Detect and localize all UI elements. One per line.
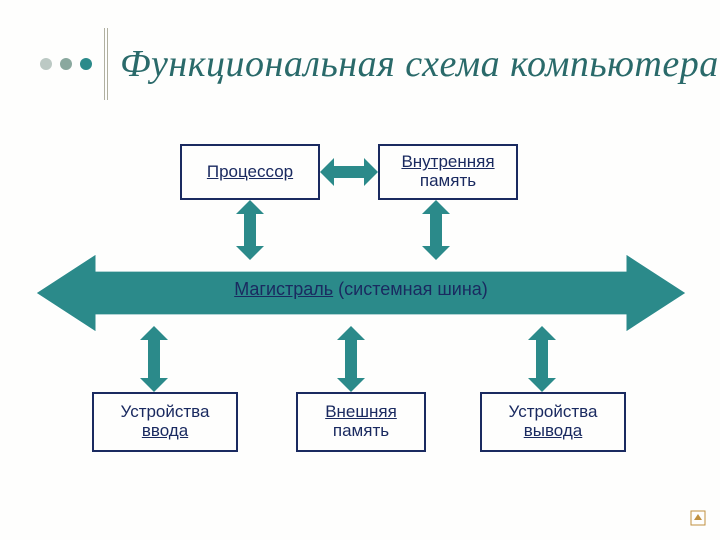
node-label: Устройства — [509, 403, 598, 422]
node-label: Внешняя — [325, 403, 397, 422]
node-label: Внутренняя — [401, 153, 494, 172]
bus-label: Магистраль (системная шина) — [36, 279, 686, 300]
node-processor: Процессор — [180, 144, 320, 200]
bus-label-prefix: Магистраль — [234, 279, 333, 299]
dot-icon — [40, 58, 52, 70]
dot-icon — [80, 58, 92, 70]
bullet-dots — [40, 58, 92, 70]
bus-label-suffix: (системная шина) — [333, 279, 488, 299]
node-label-line2: память — [420, 172, 476, 191]
slide-title: Функциональная схема компьютера — [120, 42, 719, 86]
header-divider — [104, 28, 108, 100]
node-output-devices: Устройства вывода — [480, 392, 626, 452]
node-input-devices: Устройства ввода — [92, 392, 238, 452]
node-label-line2: ввода — [142, 422, 188, 441]
node-label-line2: память — [333, 422, 389, 441]
node-external-memory: Внешняя память — [296, 392, 426, 452]
node-label: Процессор — [207, 163, 293, 182]
dot-icon — [60, 58, 72, 70]
node-label: Устройства — [121, 403, 210, 422]
return-icon — [690, 510, 706, 526]
node-internal-memory: Внутренняя память — [378, 144, 518, 200]
slide-header: Функциональная схема компьютера — [40, 28, 719, 100]
node-label-line2: вывода — [524, 422, 583, 441]
